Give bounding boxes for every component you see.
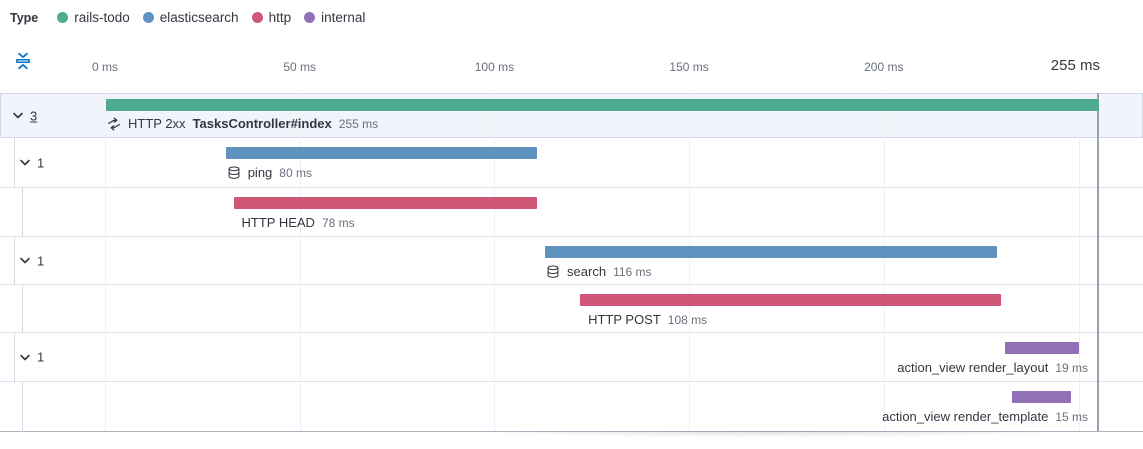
span-duration: 255 ms [338,116,379,131]
fold-icon [16,52,30,69]
span-duration: 78 ms [321,215,355,230]
tree-connector-line [14,333,15,382]
span-name: HTTP HEAD [241,215,315,230]
span-duration: 15 ms [1055,409,1088,424]
waterfall-row-span[interactable]: 1 ping 80 ms [0,138,1143,188]
span-label: ping 80 ms [227,164,312,181]
database-icon [227,165,241,180]
tree-connector-line [22,285,23,333]
span-name: HTTP POST [588,312,661,327]
children-count-badge: 1 [37,155,45,170]
children-count-badge: 1 [37,253,45,268]
axis-tick-label: 150 ms [669,60,709,74]
accordion-toggle[interactable]: 1 [18,155,44,170]
type-legend: Type rails-todo elasticsearch http inter… [10,10,365,25]
chevron-down-icon[interactable] [18,350,32,364]
span-bar[interactable] [1012,391,1071,403]
database-icon [546,264,560,279]
legend-item-label: internal [321,10,366,25]
span-name: TasksController#index [192,116,332,131]
span-label: action_view render_template 15 ms [882,408,1088,425]
span-duration: 19 ms [1055,360,1088,375]
waterfall-row-span[interactable]: HTTP POST 108 ms [0,285,1143,333]
waterfall-row-span[interactable]: 1 action_view render_layout 19 ms [0,333,1143,382]
scroll-shadow [400,431,1143,441]
axis-tick-label: 50 ms [283,60,317,74]
span-bar[interactable] [545,246,997,258]
tree-connector-line [22,382,23,432]
legend-item-internal: internal [304,10,365,25]
accordion-toggle[interactable]: 1 [18,350,44,365]
children-count-badge: 1 [37,349,45,365]
axis-tick-label: 0 ms [91,60,119,74]
waterfall-row-span[interactable]: HTTP HEAD 78 ms [0,188,1143,237]
span-name: ping [247,165,273,180]
span-bar[interactable] [225,147,538,159]
waterfall-row-transaction[interactable]: 3 HTTP 2xx TasksController#index 25 [0,93,1143,138]
axis-tick-label: 200 ms [864,60,904,74]
timeline-axis: 0 ms 50 ms 100 ms 150 ms 200 ms 255 ms [0,40,1143,93]
transaction-result-label: HTTP 2xx [128,116,186,131]
rails-todo-dot-icon [57,12,69,23]
span-label: HTTP POST 108 ms [588,311,707,328]
span-bar[interactable] [106,99,1099,111]
span-bar[interactable] [580,294,1001,306]
span-bar[interactable] [1004,342,1079,354]
legend-item-rails-todo: rails-todo [57,10,130,25]
waterfall-row-span[interactable]: action_view render_template 15 ms [0,382,1143,432]
span-label: HTTP 2xx TasksController#index 255 ms [107,115,378,132]
span-duration: 116 ms [613,264,652,279]
chevron-down-icon[interactable] [11,109,25,123]
elasticsearch-dot-icon [142,12,154,23]
span-label: HTTP HEAD 78 ms [242,214,355,231]
tree-connector-line [22,188,23,237]
span-duration: 80 ms [279,165,312,180]
legend-title: Type [10,10,39,25]
legend-item-label: rails-todo [74,10,130,25]
tree-connector-line [14,138,15,188]
legend-item-elasticsearch: elasticsearch [142,10,239,25]
span-label: action_view render_layout 19 ms [897,359,1088,376]
chevron-down-icon[interactable] [18,254,32,268]
waterfall: 3 HTTP 2xx TasksController#index 25 [0,93,1143,432]
axis-tick-label: 100 ms [474,60,515,74]
axis-tick-label-total: 255 ms [1050,57,1100,74]
accordion-toggle[interactable]: 1 [18,253,44,268]
chevron-down-icon[interactable] [18,156,32,170]
span-name: search [567,264,607,279]
waterfall-row-span[interactable]: 1 search 116 ms [0,237,1143,285]
collapse-all-button[interactable] [12,51,34,73]
span-duration: 108 ms [667,312,708,327]
legend-item-label: elasticsearch [159,10,239,25]
span-label: search 116 ms [546,263,652,280]
children-count-badge[interactable]: 3 [30,108,38,123]
span-name: action_view render_layout [897,360,1049,375]
legend-item-label: http [268,10,292,25]
tree-connector-line [14,237,15,285]
http-dot-icon [251,12,263,23]
span-bar[interactable] [233,197,538,209]
internal-dot-icon [304,12,316,23]
accordion-toggle[interactable]: 3 [11,108,37,123]
legend-item-http: http [251,10,292,25]
span-name: action_view render_template [882,409,1049,424]
transaction-icon [107,117,121,131]
